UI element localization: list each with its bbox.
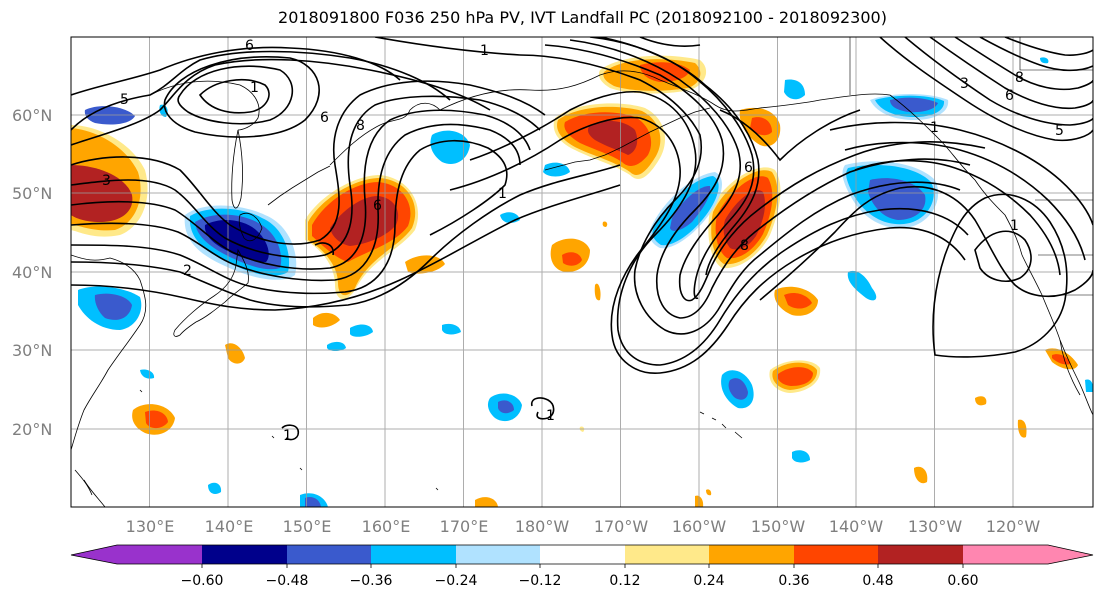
lat-label: 20°N: [12, 420, 52, 439]
contour-label: 6: [373, 198, 382, 214]
lon-label: 140°W: [829, 517, 884, 536]
contour-label: 8: [356, 118, 365, 134]
figure-title: 2018091800 F036 250 hPa PV, IVT Landfall…: [278, 8, 887, 27]
contour-label: 1: [498, 186, 507, 202]
contour-label: 6: [320, 110, 329, 126]
contour-label: 6: [744, 160, 753, 176]
colorbar-segment: [202, 545, 287, 564]
colorbar-segment: [963, 545, 1048, 564]
colorbar-extend-min: [71, 545, 117, 564]
contour-label: 6: [245, 38, 254, 54]
lon-label: 170°E: [440, 517, 489, 536]
lon-label: 160°W: [672, 517, 727, 536]
contour-label: 1: [930, 120, 939, 136]
lat-label: 30°N: [12, 341, 52, 360]
lat-label: 40°N: [12, 263, 52, 282]
contour-label: 3: [102, 173, 111, 189]
contour-label: 8: [740, 238, 749, 254]
colorbar-tick-label: −0.48: [266, 573, 309, 589]
colorbar-tick-label: −0.36: [350, 573, 393, 589]
lon-label: 150°W: [751, 517, 806, 536]
colorbar-segment: [371, 545, 456, 564]
colorbar-tick-label: 0.12: [609, 573, 640, 589]
anomaly-150w-positive: [708, 167, 781, 269]
colorbar-segment: [117, 545, 202, 564]
lon-label: 170°W: [594, 517, 649, 536]
colorbar-tick-label: −0.60: [181, 573, 224, 589]
contour-label: 1: [546, 408, 555, 424]
colorbar-segment: [540, 545, 625, 564]
colorbar-segment: [878, 545, 963, 564]
colorbar-tick-label: −0.24: [435, 573, 478, 589]
lon-label: 140°E: [205, 517, 254, 536]
colorbar-segment: [287, 545, 371, 564]
colorbar-outline: [70, 544, 1094, 565]
colorbar-tick-label: 0.24: [693, 573, 724, 589]
map-panel: 6 1 5 1 3 6 8 6 2 1 1 6 8 1 1 6 5 8 3 1: [71, 37, 1093, 507]
lon-label: 130°E: [126, 517, 175, 536]
contour-label: 1: [1010, 218, 1019, 234]
colorbar-segment: [794, 545, 878, 564]
contour-label: 1: [283, 428, 292, 444]
latitude-labels: 60°N 50°N 40°N 30°N 20°N: [12, 106, 52, 439]
colorbar-extend-max: [1048, 545, 1093, 564]
colorbar: −0.60 −0.48 −0.36 −0.24 −0.12 0.12 0.24 …: [70, 544, 1094, 589]
lon-label: 160°E: [362, 517, 411, 536]
lat-label: 60°N: [12, 106, 52, 125]
contour-label: 1: [480, 43, 489, 59]
colorbar-segment: [625, 545, 709, 564]
colorbar-tick-label: 0.48: [862, 573, 893, 589]
map-frame: [70, 36, 1094, 508]
contour-label: 5: [120, 92, 129, 108]
contour-labels: 6 1 5 1 3 6 8 6 2 1 1 6 8 1 1 6 5 8 3 1: [102, 38, 1064, 444]
colorbar-segment: [709, 545, 794, 564]
contour-label: 2: [183, 263, 192, 279]
pv-contours: [71, 37, 1093, 441]
lon-label: 150°E: [283, 517, 332, 536]
colorbar-tick-label: 0.36: [778, 573, 809, 589]
lat-label: 50°N: [12, 184, 52, 203]
colorbar-tick-label: 0.60: [947, 573, 978, 589]
contour-label: 8: [1015, 70, 1024, 86]
contour-label: 3: [960, 76, 969, 92]
anomaly-blue-kamchatka: [430, 130, 470, 165]
lon-label: 180°W: [515, 517, 570, 536]
longitude-labels: 130°E 140°E 150°E 160°E 170°E 180°W 170°…: [126, 517, 1041, 536]
contour-label: 5: [1055, 123, 1064, 139]
contour-label: 6: [1005, 88, 1014, 104]
anomaly-aleutian-positive: [553, 103, 665, 179]
contour-label: 1: [250, 80, 259, 96]
lon-label: 120°W: [986, 517, 1041, 536]
colorbar-tick-label: −0.12: [519, 573, 562, 589]
lon-label: 130°W: [908, 517, 963, 536]
colorbar-segment: [456, 545, 540, 564]
anomaly-japan-negative: [184, 205, 297, 280]
